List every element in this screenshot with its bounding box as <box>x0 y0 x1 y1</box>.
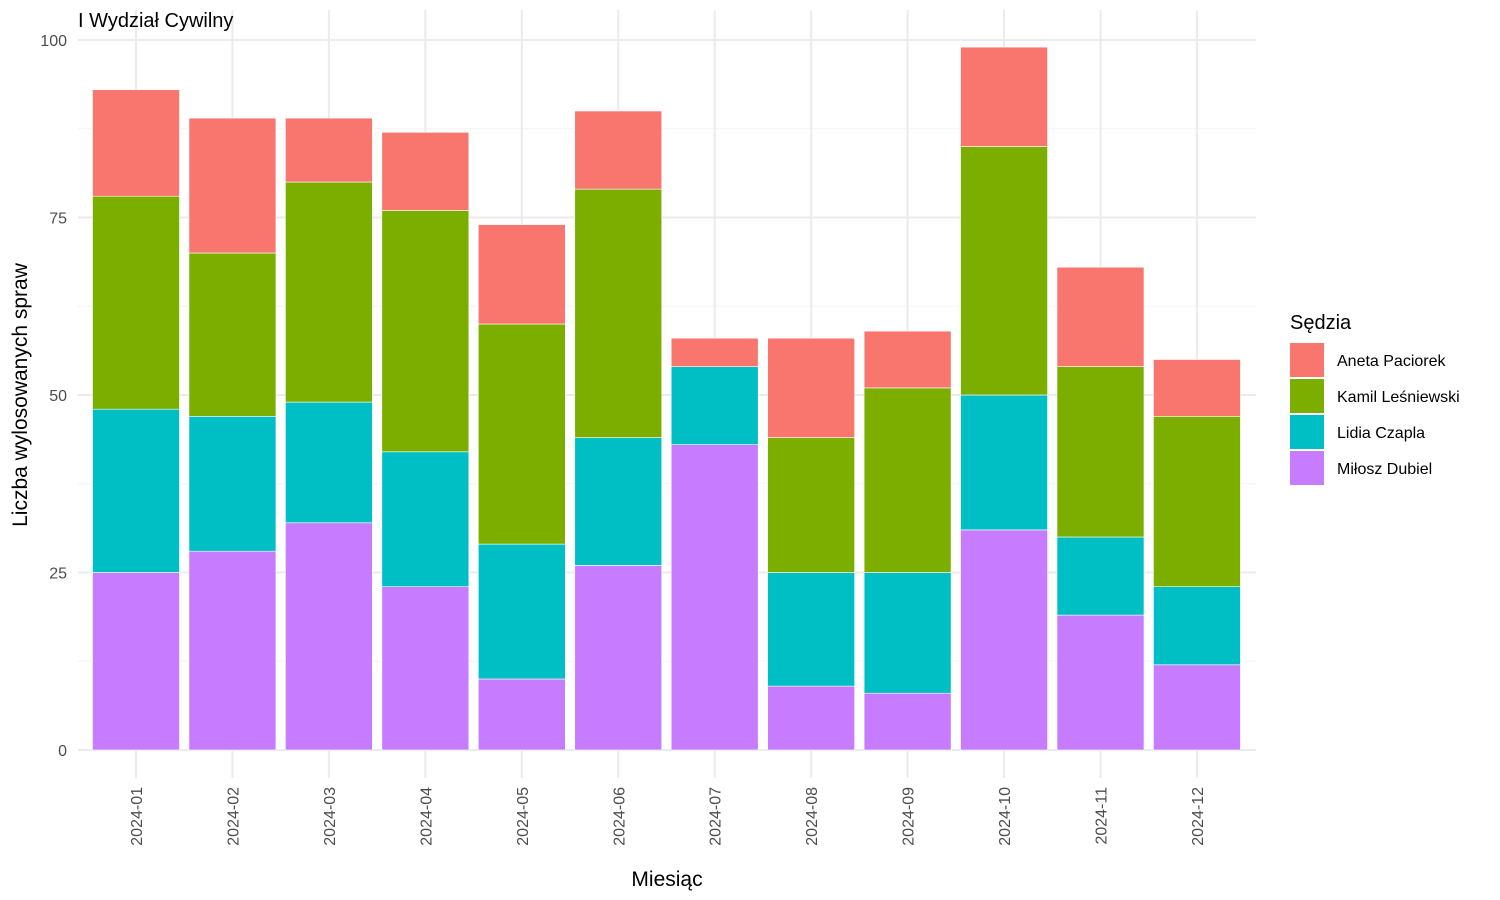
bar-segment <box>1153 664 1241 751</box>
bar-segment <box>767 337 855 438</box>
x-tick-label: 2024-06 <box>611 787 628 846</box>
legend-label: Lidia Czapla <box>1337 425 1425 442</box>
bar-segment <box>92 195 180 410</box>
bar-segment <box>960 46 1048 147</box>
x-tick-label: 2024-04 <box>418 787 435 846</box>
bar-segment <box>477 323 566 545</box>
bar-segment <box>381 586 470 751</box>
bar-segment <box>574 110 663 190</box>
y-tick-label: 50 <box>49 388 67 405</box>
legend-swatch <box>1290 415 1324 449</box>
bar-segment <box>670 366 759 446</box>
legend-label: Kamil Leśniewski <box>1337 389 1460 406</box>
legend-title: Sędzia <box>1290 312 1352 334</box>
bar-segment <box>1153 415 1241 587</box>
bar-segment <box>1153 586 1241 666</box>
bar-segment <box>670 444 759 751</box>
bar-segment <box>1153 359 1241 417</box>
bar-segment <box>381 210 470 453</box>
bar-segment <box>960 529 1048 751</box>
legend: Sędzia Aneta Paciorek Kamil Leśniewski Lid… <box>1290 312 1460 485</box>
x-tick-label: 2024-11 <box>1094 787 1111 845</box>
bar-segment <box>960 146 1048 396</box>
x-tick-label: 2024-05 <box>515 787 532 846</box>
y-tick-label: 75 <box>49 211 67 228</box>
y-axis-title: Liczba wylosowanych spraw <box>9 262 32 527</box>
x-axis-title: Miesiąc <box>631 868 702 891</box>
bar-segment <box>188 252 277 417</box>
bar-segment <box>574 565 663 751</box>
bar-segment <box>92 89 180 197</box>
bars <box>92 46 1241 751</box>
bar-segment <box>188 415 277 552</box>
y-tick-label: 0 <box>58 743 67 760</box>
bar-segment <box>477 543 566 680</box>
x-axis-ticks: 2024-01 2024-02 2024-03 2024-04 2024-05 2024-… <box>129 787 1207 846</box>
legend-swatch <box>1290 451 1324 485</box>
bar-segment <box>188 550 277 751</box>
bar-segment <box>960 394 1048 531</box>
bar-segment <box>1056 536 1145 616</box>
legend-label: Aneta Paciorek <box>1337 353 1447 370</box>
x-tick-label: 2024-03 <box>322 787 339 846</box>
bar-segment <box>285 117 373 183</box>
bar-segment <box>767 437 855 573</box>
x-tick-label: 2024-09 <box>901 787 918 846</box>
bar-segment <box>188 117 277 254</box>
bar-segment <box>381 132 470 211</box>
bar-segment <box>92 572 180 751</box>
bar-segment <box>767 572 855 687</box>
chart-title: I Wydział Cywilny <box>78 10 233 32</box>
bar-segment <box>863 692 952 751</box>
bar-segment <box>574 437 663 566</box>
x-tick-label: 2024-12 <box>1190 787 1207 846</box>
bar-segment <box>92 408 180 573</box>
bar-segment <box>767 685 855 751</box>
x-tick-label: 2024-08 <box>804 787 821 846</box>
bar-segment <box>285 181 373 403</box>
y-axis-ticks: 0 25 50 75 100 <box>40 33 67 760</box>
legend-swatch <box>1290 343 1324 377</box>
bar-segment <box>285 401 373 524</box>
bar-segment <box>574 188 663 438</box>
bar-segment <box>477 678 566 751</box>
bar-segment <box>863 572 952 694</box>
legend-label: Miłosz Dubiel <box>1337 461 1432 478</box>
x-tick-label: 2024-10 <box>997 787 1014 846</box>
x-tick-label: 2024-01 <box>129 787 146 846</box>
bar-segment <box>863 330 952 389</box>
bar-segment <box>1056 614 1145 751</box>
bar-segment <box>1056 366 1145 538</box>
bar-segment <box>285 522 373 751</box>
bar-segment <box>477 224 566 325</box>
x-tick-label: 2024-07 <box>708 787 725 846</box>
bar-segment <box>670 337 759 367</box>
y-tick-label: 100 <box>40 33 67 50</box>
legend-swatch <box>1290 379 1324 413</box>
y-tick-label: 25 <box>49 566 67 583</box>
bar-segment <box>381 451 470 587</box>
bar-segment <box>1056 266 1145 367</box>
x-tick-label: 2024-02 <box>225 787 242 846</box>
bar-segment <box>863 387 952 573</box>
